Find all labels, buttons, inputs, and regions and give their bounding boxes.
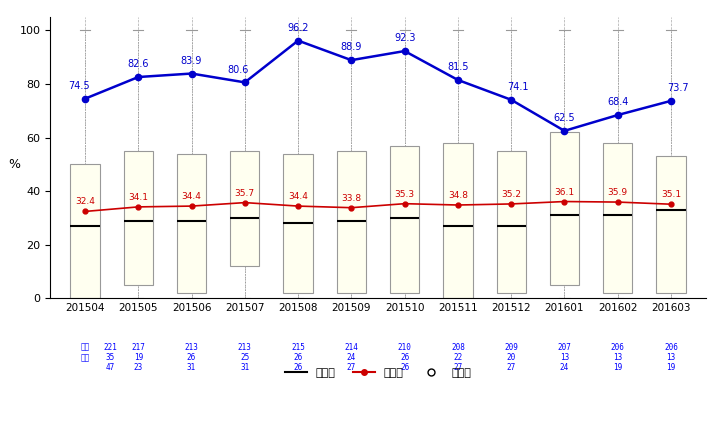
Text: 221
35
47: 221 35 47 xyxy=(103,343,117,372)
Text: 96.2: 96.2 xyxy=(287,23,309,33)
Text: 35.9: 35.9 xyxy=(608,188,628,197)
Text: 80.6: 80.6 xyxy=(228,65,248,75)
Bar xyxy=(71,164,99,298)
Text: 88.9: 88.9 xyxy=(341,43,362,52)
Text: 35.2: 35.2 xyxy=(501,190,521,199)
Text: 214
24
27: 214 24 27 xyxy=(344,343,359,372)
Bar xyxy=(444,143,472,298)
Text: 215
26
26: 215 26 26 xyxy=(291,343,305,372)
Bar xyxy=(337,151,366,293)
Text: 62.5: 62.5 xyxy=(554,113,575,123)
Bar xyxy=(657,156,685,293)
Text: 35.1: 35.1 xyxy=(661,190,681,199)
Text: 208
22
27: 208 22 27 xyxy=(451,343,465,372)
Text: 92.3: 92.3 xyxy=(394,33,415,43)
Legend: 中央値, 平均値, 外れ値: 中央値, 平均値, 外れ値 xyxy=(280,364,476,383)
Bar xyxy=(390,146,419,293)
Text: 206
13
19: 206 13 19 xyxy=(611,343,625,372)
Y-axis label: %: % xyxy=(8,158,20,171)
Text: 82.6: 82.6 xyxy=(127,59,149,69)
Bar xyxy=(603,143,632,293)
Text: 217
19
23: 217 19 23 xyxy=(131,343,145,372)
Text: 74.1: 74.1 xyxy=(508,82,529,92)
Bar xyxy=(284,154,312,293)
Text: 几帳
務毎: 几帳 務毎 xyxy=(81,343,90,362)
Text: 74.5: 74.5 xyxy=(68,81,90,91)
Bar xyxy=(230,151,259,266)
Text: 83.9: 83.9 xyxy=(181,56,202,66)
Text: 68.4: 68.4 xyxy=(607,97,629,107)
Text: 207
13
24: 207 13 24 xyxy=(557,343,572,372)
Bar xyxy=(177,154,206,293)
Text: 33.8: 33.8 xyxy=(341,194,361,203)
Text: 206
13
19: 206 13 19 xyxy=(664,343,678,372)
Text: 34.8: 34.8 xyxy=(448,191,468,200)
Bar xyxy=(124,151,153,285)
Text: 73.7: 73.7 xyxy=(667,83,689,93)
Bar xyxy=(550,132,579,285)
Text: 34.4: 34.4 xyxy=(288,192,308,201)
Text: 35.3: 35.3 xyxy=(395,190,415,199)
Text: 35.7: 35.7 xyxy=(235,189,255,198)
Text: 32.4: 32.4 xyxy=(75,198,95,207)
Text: 213
26
31: 213 26 31 xyxy=(184,343,199,372)
Text: 34.1: 34.1 xyxy=(128,193,148,202)
Text: 34.4: 34.4 xyxy=(181,192,202,201)
Text: 209
20
27: 209 20 27 xyxy=(504,343,518,372)
Text: 36.1: 36.1 xyxy=(554,187,575,196)
Text: 213
25
31: 213 25 31 xyxy=(238,343,252,372)
Text: 210
26
26: 210 26 26 xyxy=(397,343,412,372)
Text: 81.5: 81.5 xyxy=(447,62,469,72)
Bar xyxy=(497,151,526,293)
